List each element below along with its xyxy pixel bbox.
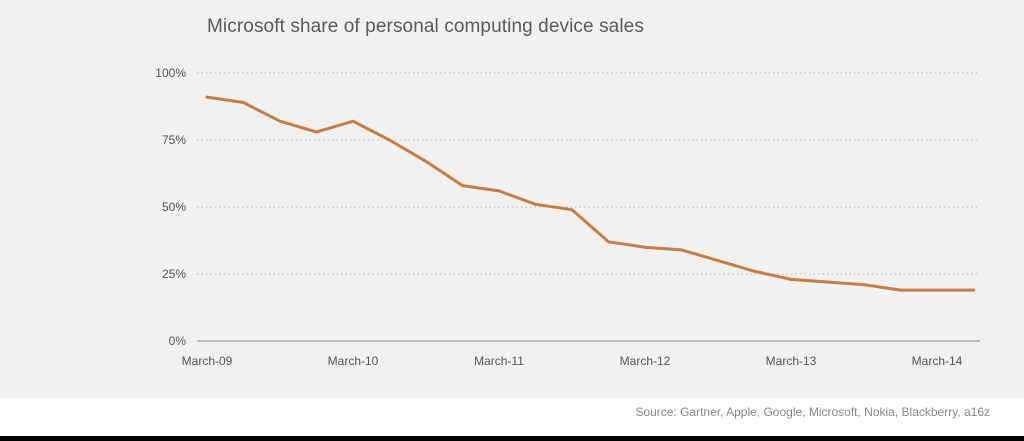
y-tick-label: 50% bbox=[162, 200, 186, 214]
chart-title: Microsoft share of personal computing de… bbox=[207, 16, 644, 37]
y-tick-label: 25% bbox=[162, 267, 186, 281]
source-note: Source: Gartner, Apple, Google, Microsof… bbox=[635, 405, 990, 419]
x-tick-label: March-10 bbox=[328, 354, 379, 368]
x-tick-label: March-09 bbox=[182, 354, 233, 368]
series-line bbox=[205, 95, 975, 292]
y-tick-label: 75% bbox=[162, 133, 186, 147]
x-tick-label: March-13 bbox=[766, 354, 817, 368]
chart-panel bbox=[0, 0, 1024, 398]
x-tick-label: March-14 bbox=[912, 354, 963, 368]
y-tick-label: 100% bbox=[155, 66, 186, 80]
x-tick-label: March-11 bbox=[474, 354, 524, 368]
x-tick-label: March-12 bbox=[620, 354, 671, 368]
line-chart: 0% 25% 50% 75% 100% March-09 March-10 March-11 M… bbox=[155, 66, 980, 368]
y-tick-label: 0% bbox=[169, 334, 187, 348]
